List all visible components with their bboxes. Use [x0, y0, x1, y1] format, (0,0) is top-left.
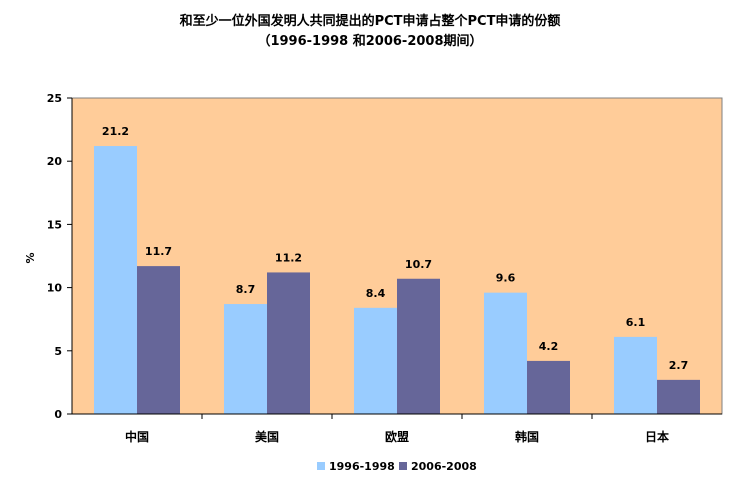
legend-swatch: [317, 462, 325, 470]
data-label: 2.7: [669, 359, 689, 372]
y-tick-label: 0: [54, 408, 62, 421]
y-axis-label: %: [24, 252, 37, 263]
chart-subtitle: （1996-1998 和2006-2008期间）: [257, 34, 483, 49]
y-tick-label: 25: [47, 92, 62, 105]
data-label: 9.6: [496, 272, 516, 285]
x-tick-label: 美国: [255, 429, 279, 444]
bar: [137, 266, 180, 414]
y-tick-label: 5: [54, 345, 62, 358]
bar: [397, 278, 440, 414]
legend-label: 2006-2008: [411, 460, 477, 473]
data-label: 21.2: [102, 125, 129, 138]
y-tick-label: 10: [47, 282, 63, 295]
data-label: 11.2: [275, 251, 302, 264]
bar: [267, 272, 310, 414]
x-tick-label: 韩国: [515, 429, 539, 444]
chart-title: 和至少一位外国发明人共同提出的PCT申请占整个PCT申请的份额: [179, 14, 561, 29]
legend-swatch: [399, 462, 407, 470]
x-tick-label: 欧盟: [385, 429, 409, 444]
y-tick-label: 15: [47, 218, 62, 231]
bar: [484, 292, 527, 414]
data-label: 4.2: [539, 340, 559, 353]
bar: [657, 379, 700, 414]
chart-title-block: 和至少一位外国发明人共同提出的PCT申请占整个PCT申请的份额 （1996-19…: [0, 12, 740, 52]
bar: [527, 360, 570, 414]
x-tick-label: 日本: [645, 429, 669, 444]
data-label: 6.1: [626, 316, 646, 329]
data-label: 8.4: [366, 287, 386, 300]
legend: 1996-1998 2006-2008: [317, 460, 477, 473]
bar: [614, 336, 657, 414]
bar: [94, 146, 137, 415]
data-label: 10.7: [405, 258, 432, 271]
data-label: 8.7: [236, 283, 256, 296]
bar: [354, 307, 397, 414]
bar: [224, 304, 267, 414]
y-tick-label: 20: [47, 155, 63, 168]
data-label: 11.7: [145, 245, 172, 258]
x-tick-label: 中国: [125, 429, 149, 444]
legend-label: 1996-1998: [329, 460, 395, 473]
